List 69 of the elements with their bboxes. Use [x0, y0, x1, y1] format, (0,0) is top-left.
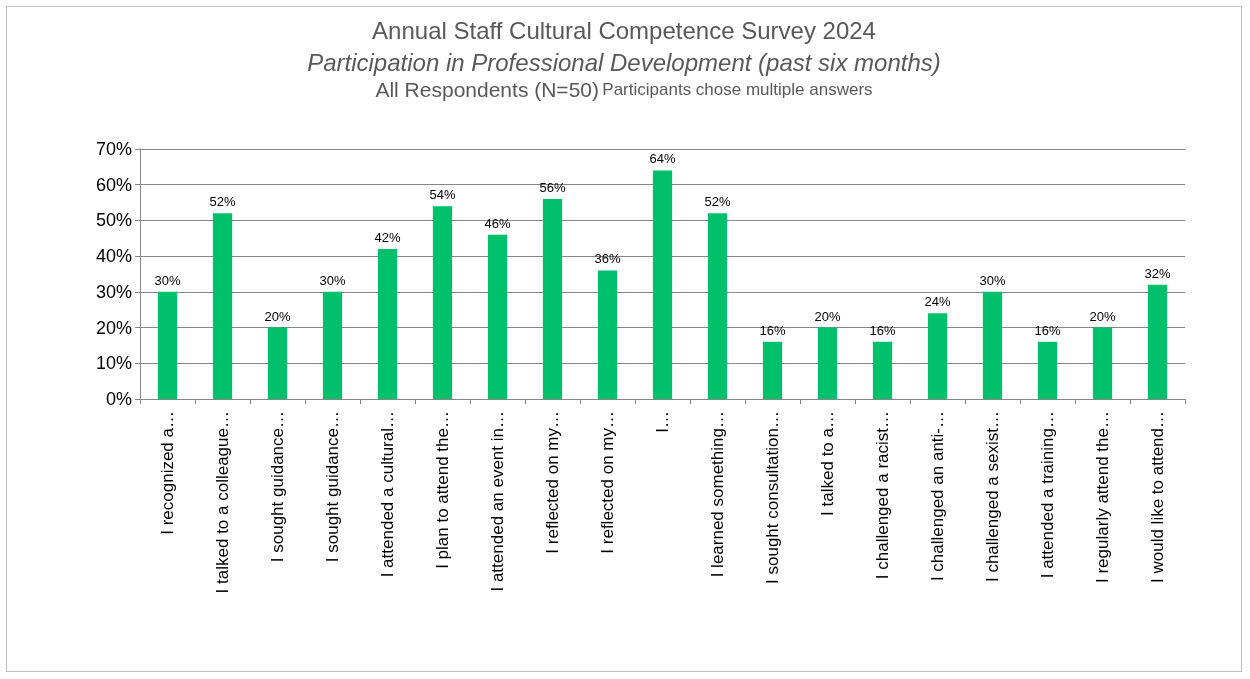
bar: [377, 249, 398, 399]
bar: [1092, 327, 1113, 399]
y-tick-label: 50%: [95, 210, 132, 231]
data-label: 64%: [649, 151, 676, 167]
data-label: 56%: [539, 180, 566, 195]
data-label: 16%: [869, 322, 896, 338]
data-label: 20%: [1089, 308, 1116, 324]
x-tick-label: I plan to attend the…: [433, 411, 452, 569]
y-tick-label: 0%: [105, 389, 132, 409]
bar: [927, 313, 948, 399]
x-tick-label: I reflected on my…: [598, 411, 617, 554]
chart-title: Annual Staff Cultural Competence Survey 2024: [372, 16, 876, 44]
bar: [1037, 341, 1058, 399]
y-tick-label: 60%: [95, 174, 132, 195]
data-label: 52%: [704, 194, 731, 210]
x-tick-label: I regularly attend the…: [1093, 411, 1112, 583]
data-label: 42%: [374, 230, 401, 245]
x-tick-label: I challenged an anti-…: [928, 411, 947, 582]
bar: [597, 270, 618, 399]
x-tick-label: I attended an event in…: [488, 411, 507, 592]
bar: [157, 291, 178, 399]
data-label: 30%: [154, 272, 181, 288]
y-tick-label: 70%: [95, 139, 132, 159]
x-tick-label: I attended a cultural…: [378, 411, 397, 578]
y-tick-label: 20%: [95, 317, 132, 338]
chart-subtitle: Participation in Professional Development (past six months): [307, 48, 941, 76]
data-label: 30%: [979, 272, 1006, 288]
bar: [432, 206, 453, 399]
text: Participants chose multiple answers: [602, 80, 873, 99]
data-label: 20%: [264, 308, 291, 324]
y-tick-label: 10%: [95, 353, 132, 374]
data-label: 20%: [814, 308, 841, 324]
bar: [762, 341, 783, 399]
x-tick-label: I sought guidance…: [323, 411, 342, 563]
data-label: 36%: [594, 251, 621, 267]
x-tick-label: I would like to attend…: [1148, 411, 1167, 583]
bar: [487, 234, 508, 399]
bar: [542, 199, 563, 399]
y-tick-label: 30%: [95, 281, 132, 302]
data-label: 30%: [319, 272, 346, 288]
x-tick-label: I sought consultation…: [763, 411, 782, 584]
data-label: 24%: [924, 294, 951, 310]
x-tick-label: I sought guidance…: [268, 411, 287, 563]
bar: [707, 213, 728, 399]
bar: [652, 170, 673, 399]
data-label: 46%: [484, 215, 511, 231]
x-tick-label: I talked to a…: [818, 411, 837, 516]
bar: [212, 213, 233, 399]
x-tick-label: I recognized a…: [158, 411, 177, 535]
data-label: 52%: [209, 194, 236, 210]
bar: [267, 327, 288, 399]
data-label: 16%: [1034, 322, 1061, 338]
x-tick-label: I learned something…: [708, 411, 727, 578]
x-tick-label: I…: [653, 411, 672, 433]
x-tick-label: I talked to a colleague…: [213, 411, 232, 594]
data-label: 16%: [759, 322, 786, 338]
x-tick-label: I attended a training…: [1038, 411, 1057, 579]
data-label: 54%: [429, 187, 456, 203]
bar: [872, 341, 893, 399]
x-tick-label: I challenged a sexist…: [983, 411, 1002, 583]
x-tick-label: I challenged a racist…: [873, 411, 892, 580]
text: All Respondents (N=50): [375, 78, 599, 101]
x-tick-label: I reflected on my…: [543, 411, 562, 554]
y-tick-label: 40%: [95, 246, 132, 267]
bar: [817, 327, 838, 399]
data-label: 32%: [1144, 265, 1171, 281]
bar: [322, 291, 343, 399]
bar: [982, 291, 1003, 399]
bar: [1147, 284, 1168, 399]
